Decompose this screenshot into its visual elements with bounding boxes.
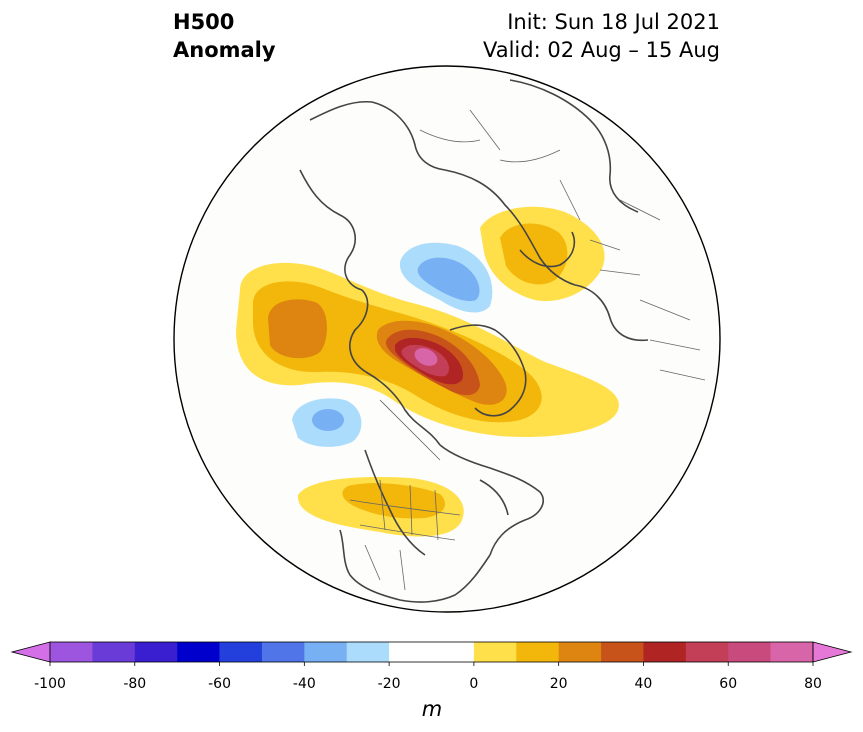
colorbar-extend-min xyxy=(10,641,51,663)
colorbar-tick-label: 80 xyxy=(804,676,822,692)
colorbar-tick-label: -60 xyxy=(208,676,231,692)
colorbar-tick-label: 60 xyxy=(719,676,737,692)
colorbar-swatch xyxy=(261,642,305,662)
init-time: Init: Sun 18 Jul 2021 xyxy=(507,10,720,34)
run-info: Init: Sun 18 Jul 2021 Valid: 02 Aug – 15… xyxy=(483,8,720,64)
colorbar-swatch xyxy=(134,642,178,662)
colorbar-frame xyxy=(49,641,814,663)
colorbar-swatch xyxy=(92,642,136,662)
colorbar-swatch xyxy=(304,642,348,662)
colorbar-swatch xyxy=(346,642,390,662)
colorbar-swatch xyxy=(219,642,263,662)
chart-title: H500 Anomaly xyxy=(173,8,276,64)
colorbar-tick-label: 40 xyxy=(635,676,653,692)
coastlines xyxy=(299,79,649,603)
colorbar-labels: -100-80-60-40-20020406080100 xyxy=(34,662,822,692)
title-line-2: Anomaly xyxy=(173,38,276,62)
colorbar-tick-label: -40 xyxy=(293,676,316,692)
valid-range: Valid: 02 Aug – 15 Aug xyxy=(482,38,720,62)
colorbar-swatch xyxy=(685,642,729,662)
colorbar-tick-label: -80 xyxy=(123,676,146,692)
colorbar-tick-label: 20 xyxy=(550,676,568,692)
colorbar-tick-label: -20 xyxy=(378,676,401,692)
colorbar-swatch xyxy=(473,642,517,662)
colorbar-unit: m xyxy=(422,697,442,721)
colorbar-swatch xyxy=(50,642,93,662)
colorbar-swatch xyxy=(558,642,602,662)
globe-outline xyxy=(173,65,721,613)
colorbar-extend-max xyxy=(812,641,853,663)
negative-anomaly-pacific xyxy=(292,398,362,447)
colorbar-swatch xyxy=(770,642,814,662)
colorbar-swatch xyxy=(516,642,559,662)
colorbar-swatch xyxy=(643,642,687,662)
anomaly-field xyxy=(236,79,706,603)
colorbar-tick-label: -100 xyxy=(34,676,66,692)
colorbar-swatch xyxy=(431,642,475,662)
negative-anomaly-arctic xyxy=(399,242,493,313)
colorbar-swatch xyxy=(177,642,220,662)
colorbar-swatch xyxy=(728,642,771,662)
colorbar-tick-label: 0 xyxy=(469,676,478,692)
colorbar xyxy=(10,641,853,663)
title-line-1: H500 xyxy=(173,10,235,34)
colorbar-swatch xyxy=(601,642,644,662)
positive-anomaly-scandinavia xyxy=(480,206,605,302)
political-borders xyxy=(349,109,706,591)
colorbar-swatch xyxy=(389,642,432,662)
